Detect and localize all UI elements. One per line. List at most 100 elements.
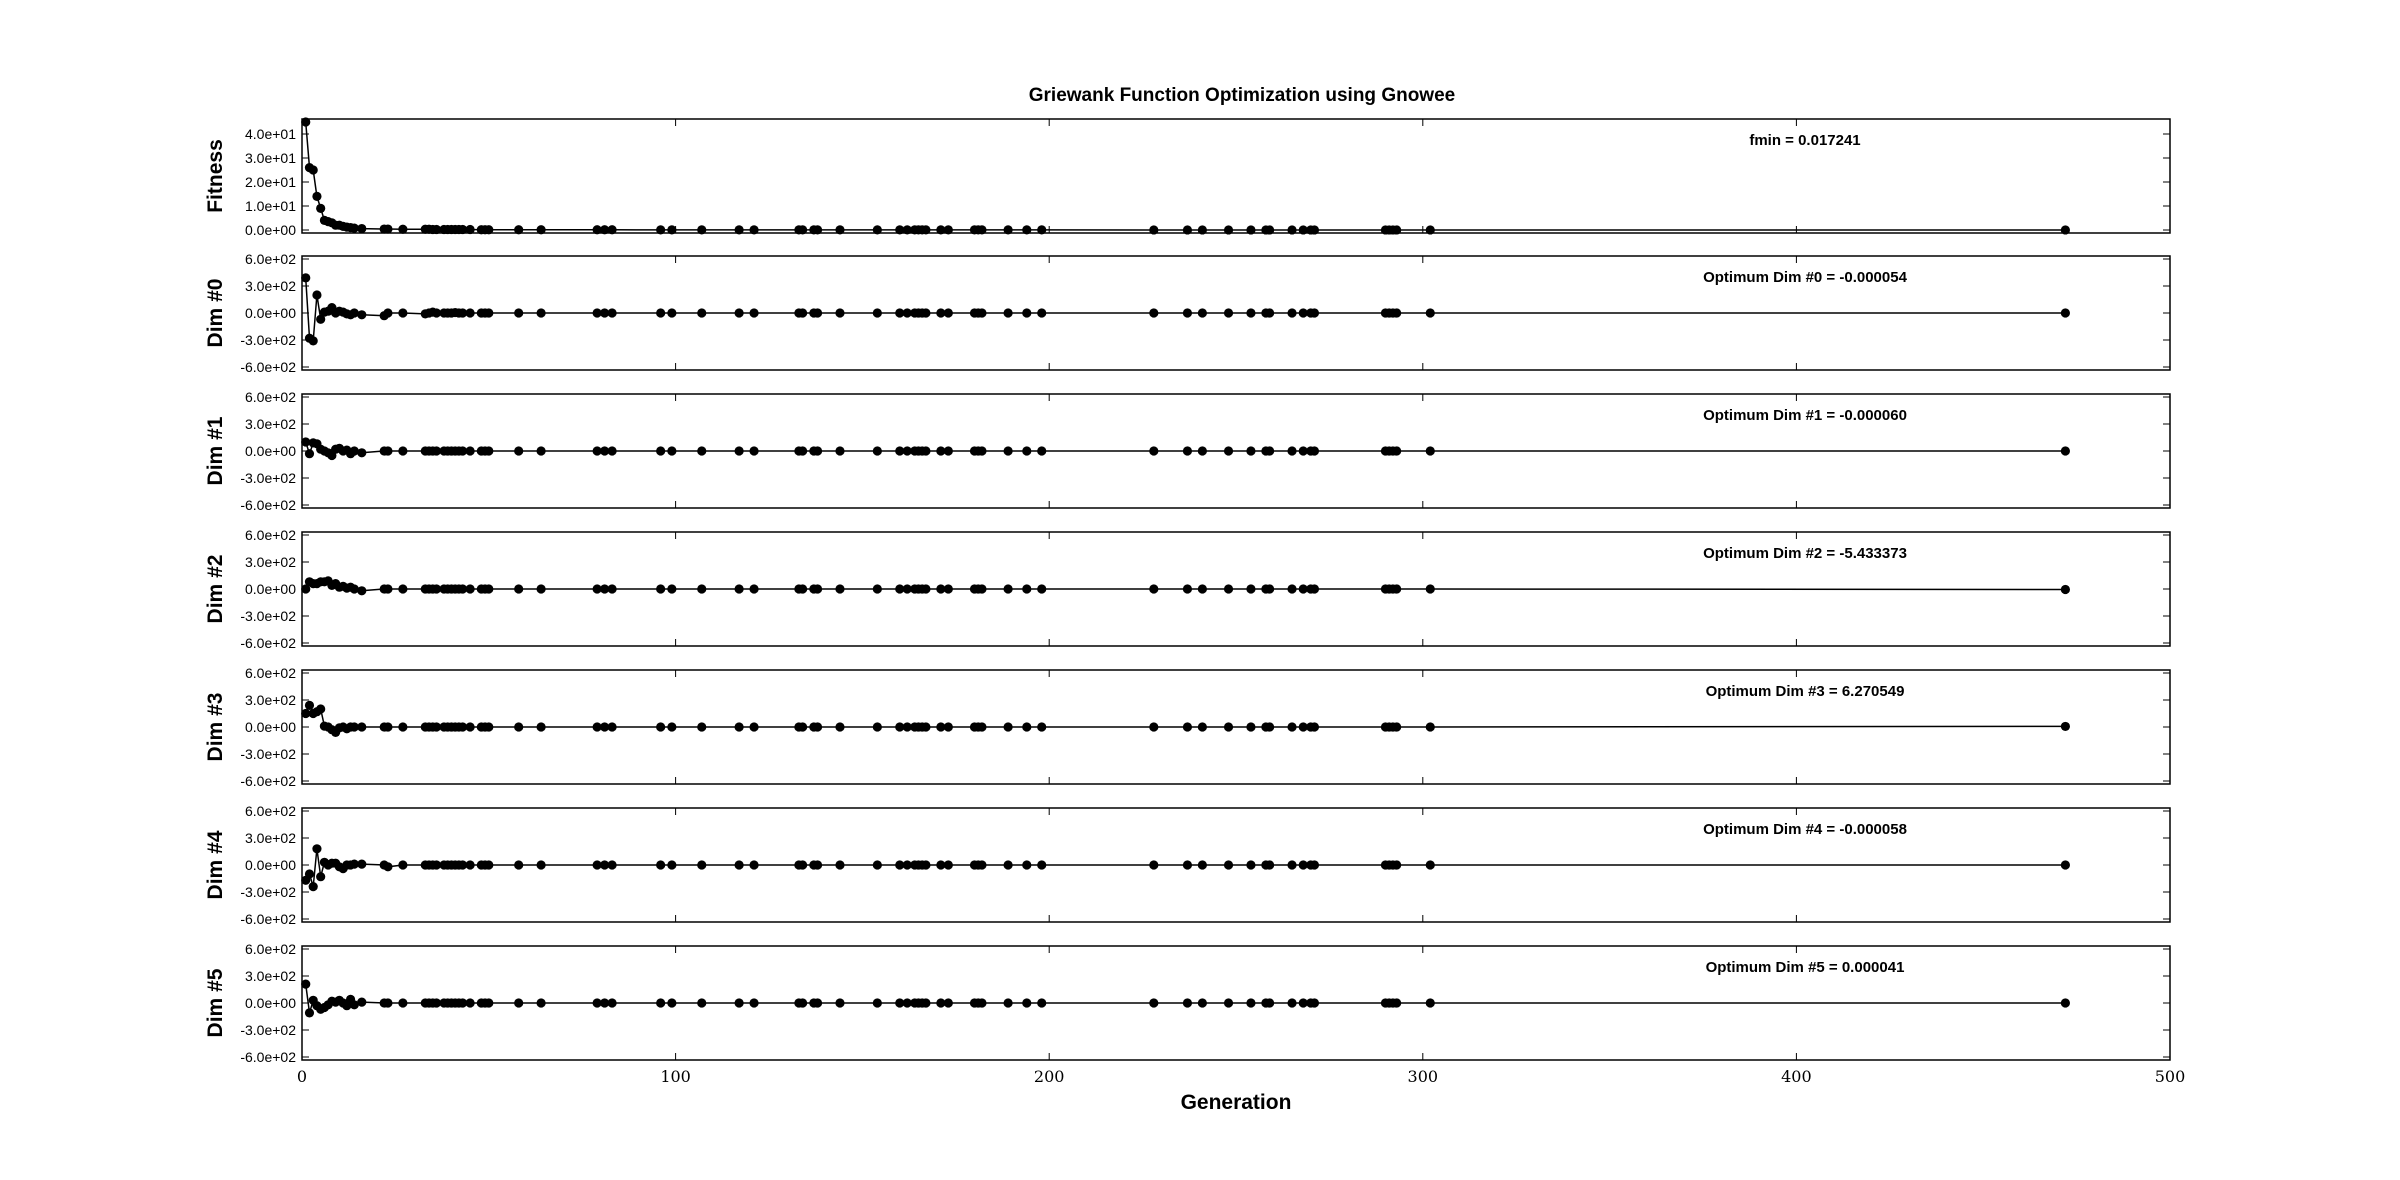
data-point-dim-2 xyxy=(1182,584,1193,594)
data-point-dim-4 xyxy=(697,860,707,870)
data-point-fitness xyxy=(458,224,468,235)
data-point-fitness xyxy=(308,165,318,175)
data-point-fitness xyxy=(465,224,475,235)
y-tick-label-dim-1: -6.0e+02 xyxy=(240,497,296,513)
data-point-dim-4 xyxy=(1309,860,1320,870)
data-point-dim-3 xyxy=(749,722,759,732)
data-point-dim-5 xyxy=(749,998,759,1008)
data-point-dim-2 xyxy=(835,584,845,594)
data-point-dim-5 xyxy=(607,998,617,1008)
data-point-dim-1 xyxy=(465,446,475,456)
data-point-dim-3 xyxy=(1149,722,1159,732)
data-point-dim-4 xyxy=(2060,860,2070,870)
x-axis-label: Generation xyxy=(1181,1091,1292,1114)
data-point-dim-3 xyxy=(465,722,475,732)
data-point-fitness xyxy=(812,225,823,235)
data-point-dim-5 xyxy=(458,998,468,1008)
data-point-fitness xyxy=(1298,225,1308,235)
data-point-dim-2 xyxy=(465,584,475,594)
data-point-dim-3 xyxy=(1003,722,1013,732)
data-point-dim-0 xyxy=(798,308,808,318)
data-point-dim-2 xyxy=(977,584,987,594)
x-tick-label: 400 xyxy=(1781,1067,1812,1086)
data-point-dim-5 xyxy=(1287,998,1297,1008)
data-point-dim-1 xyxy=(357,448,367,458)
y-tick-label-dim-4: 6.0e+02 xyxy=(245,803,296,819)
annotation-dim-3: Optimum Dim #3 = 6.270549 xyxy=(1706,683,1905,700)
data-point-dim-1 xyxy=(872,446,882,456)
y-tick-label-dim-3: 6.0e+02 xyxy=(245,665,296,681)
data-point-dim-3 xyxy=(1425,722,1435,732)
y-axis-label-dim-0: Dim #0 xyxy=(204,279,227,348)
data-point-dim-0 xyxy=(357,310,367,320)
y-tick-label-dim-0: -3.0e+02 xyxy=(240,332,296,348)
data-point-dim-3 xyxy=(1182,722,1193,732)
data-point-dim-2 xyxy=(458,584,468,594)
y-tick-label-dim-4: -6.0e+02 xyxy=(240,911,296,927)
data-point-fitness xyxy=(301,117,311,127)
y-tick-label-fitness: 1.0e+01 xyxy=(245,198,296,214)
chart-title: Griewank Function Optimization using Gno… xyxy=(1029,85,1455,106)
data-point-dim-4 xyxy=(316,872,326,882)
data-point-dim-2 xyxy=(592,584,602,594)
series-line-dim-5 xyxy=(304,984,2066,1014)
data-point-fitness xyxy=(592,225,602,235)
y-tick-label-dim-2: -3.0e+02 xyxy=(240,608,296,624)
data-point-dim-1 xyxy=(977,446,987,456)
y-tick-label-dim-3: -3.0e+02 xyxy=(240,746,296,762)
data-point-dim-2 xyxy=(697,584,707,594)
data-point-dim-5 xyxy=(1392,998,1402,1008)
data-point-dim-4 xyxy=(895,860,905,870)
y-tick-label-dim-1: 3.0e+02 xyxy=(245,416,296,432)
data-point-dim-5 xyxy=(1298,998,1308,1008)
data-point-dim-2 xyxy=(514,584,524,594)
data-point-dim-2 xyxy=(1265,584,1275,594)
data-point-dim-4 xyxy=(734,860,744,870)
data-point-fitness xyxy=(1392,225,1402,235)
data-point-dim-2 xyxy=(1246,584,1256,594)
data-point-dim-0 xyxy=(465,308,475,318)
data-point-dim-2 xyxy=(872,584,882,594)
data-point-dim-4 xyxy=(1265,860,1275,870)
data-point-dim-2 xyxy=(607,584,617,594)
data-point-dim-4 xyxy=(431,860,442,870)
data-point-dim-5 xyxy=(872,998,882,1008)
data-point-dim-0 xyxy=(1425,308,1435,318)
data-point-dim-5 xyxy=(667,998,677,1008)
data-point-dim-1 xyxy=(600,446,610,456)
data-point-dim-1 xyxy=(484,446,494,456)
data-point-fitness xyxy=(667,225,677,235)
data-point-dim-0 xyxy=(1309,308,1320,318)
data-point-dim-5 xyxy=(835,998,845,1008)
y-tick-label-dim-2: 6.0e+02 xyxy=(245,527,296,543)
data-point-dim-1 xyxy=(458,446,468,456)
data-point-dim-5 xyxy=(484,998,494,1008)
y-tick-label-dim-5: -6.0e+02 xyxy=(240,1049,296,1065)
data-point-dim-4 xyxy=(749,860,759,870)
data-point-dim-4 xyxy=(312,844,322,854)
data-point-dim-1 xyxy=(1182,446,1193,456)
data-point-dim-0 xyxy=(536,308,546,318)
data-point-dim-3 xyxy=(398,722,408,732)
data-point-dim-1 xyxy=(798,446,808,456)
data-point-dim-0 xyxy=(316,314,326,324)
annotation-fitness: fmin = 0.017241 xyxy=(1749,132,1860,149)
annotation-dim-1: Optimum Dim #1 = -0.000060 xyxy=(1703,407,1907,424)
data-point-dim-0 xyxy=(895,308,905,318)
data-point-dim-0 xyxy=(902,308,912,318)
data-point-dim-3 xyxy=(936,722,946,732)
data-point-dim-1 xyxy=(1197,446,1207,456)
data-point-dim-3 xyxy=(697,722,707,732)
y-tick-label-fitness: 2.0e+01 xyxy=(245,174,296,190)
data-point-fitness xyxy=(2060,225,2070,235)
data-point-dim-1 xyxy=(514,446,524,456)
data-point-dim-3 xyxy=(734,722,744,732)
data-point-fitness xyxy=(312,191,322,201)
data-point-dim-4 xyxy=(383,862,393,872)
data-point-dim-3 xyxy=(943,722,953,732)
data-point-dim-2 xyxy=(1298,584,1308,594)
data-point-dim-0 xyxy=(943,308,953,318)
data-point-dim-3 xyxy=(536,722,546,732)
data-point-dim-2 xyxy=(895,584,905,594)
data-point-dim-1 xyxy=(835,446,845,456)
